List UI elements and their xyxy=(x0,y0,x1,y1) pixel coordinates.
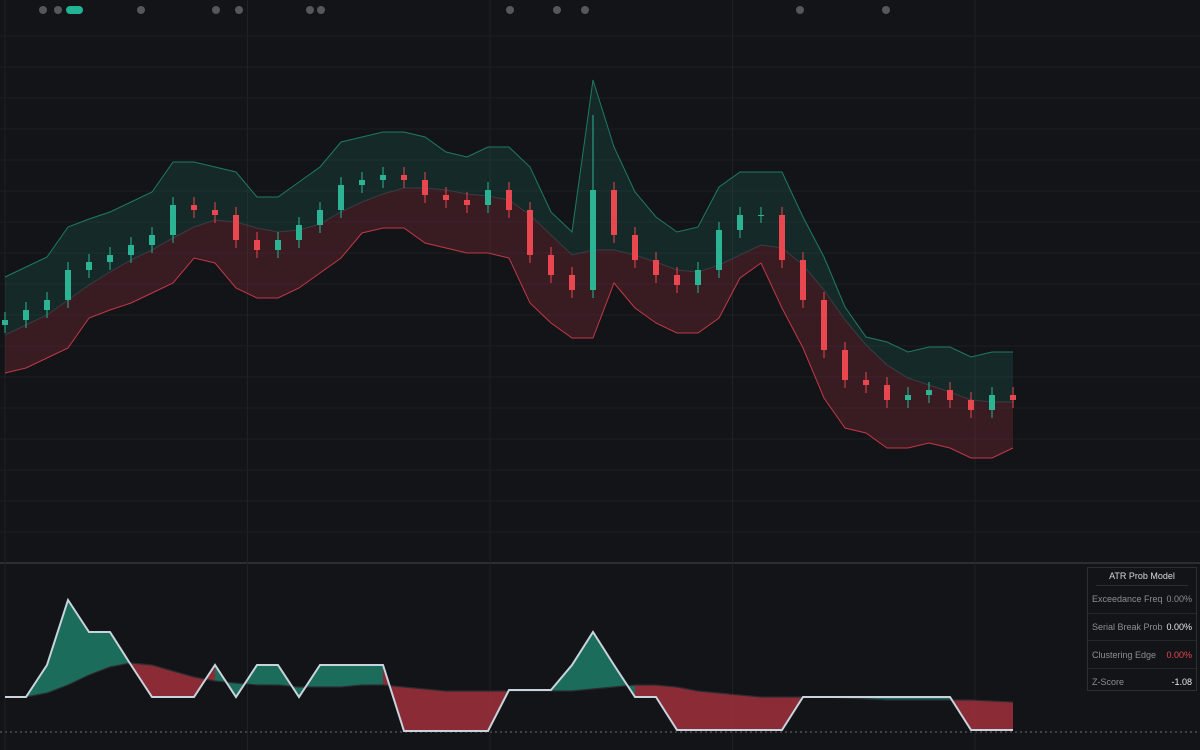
candle-body xyxy=(989,395,995,410)
candle-body xyxy=(695,270,701,285)
candle-body xyxy=(674,275,680,285)
candle-body xyxy=(800,260,806,300)
candle-body xyxy=(716,230,722,270)
row-label: Exceedance Freq xyxy=(1092,594,1163,605)
candle-body xyxy=(632,235,638,260)
candle-body xyxy=(107,255,113,262)
row-label: Clustering Edge xyxy=(1092,649,1157,660)
osc-fill xyxy=(89,632,110,675)
candle-body xyxy=(338,185,344,210)
candle-body xyxy=(947,390,953,400)
candle-body xyxy=(611,190,617,235)
candle-body xyxy=(443,195,449,200)
candle-body xyxy=(233,215,239,240)
candle-body xyxy=(380,175,386,180)
candle-body xyxy=(485,190,491,205)
osc-fill xyxy=(173,671,194,697)
table-row: Z-Score -1.08 xyxy=(1088,669,1196,696)
candle-body xyxy=(758,215,764,216)
row-value: -1.08 xyxy=(1171,677,1192,688)
candle-body xyxy=(569,275,575,290)
candle-body xyxy=(296,225,302,240)
osc-fill xyxy=(341,665,362,687)
candle-body xyxy=(422,180,428,195)
table-row: Exceedance Freq 0.00% xyxy=(1088,586,1196,614)
candle-body xyxy=(1010,395,1016,400)
osc-fill xyxy=(152,665,173,697)
candle-body xyxy=(884,385,890,400)
lower-band xyxy=(4,227,1014,459)
osc-fill xyxy=(761,697,782,730)
osc-fill xyxy=(719,693,740,730)
osc-fill xyxy=(467,691,488,731)
candle-body xyxy=(44,300,50,310)
candle-body xyxy=(275,240,281,250)
candle-body xyxy=(968,400,974,410)
candle-body xyxy=(149,235,155,245)
osc-fill xyxy=(425,689,446,731)
candle-body xyxy=(548,255,554,275)
candle-body xyxy=(65,270,71,300)
upper-band-fill xyxy=(5,80,1013,402)
osc-fill xyxy=(698,691,719,730)
table-title: ATR Prob Model xyxy=(1096,568,1188,586)
row-label: Z-Score xyxy=(1092,677,1125,688)
candle-body xyxy=(737,215,743,230)
osc-fill xyxy=(404,687,425,731)
candle-body xyxy=(863,380,869,385)
candle-body xyxy=(590,190,596,290)
candle-body xyxy=(23,310,29,320)
osc-fill xyxy=(740,695,761,730)
osc-fill xyxy=(656,685,677,730)
candle-body xyxy=(86,262,92,270)
osc-fill xyxy=(257,665,278,685)
osc-fill xyxy=(47,600,68,693)
candle-body xyxy=(779,215,785,260)
candle-body xyxy=(905,395,911,400)
candle-body xyxy=(170,205,176,235)
candle-body xyxy=(527,210,533,255)
candle-body xyxy=(842,350,848,380)
candle-body xyxy=(254,240,260,250)
candle-body xyxy=(506,190,512,210)
osc-fill xyxy=(68,600,89,685)
row-value: 0.00% xyxy=(1166,594,1192,605)
table-row: Serial Break Prob 0.00% xyxy=(1088,614,1196,642)
osc-fill xyxy=(320,665,341,687)
candle-body xyxy=(464,200,470,205)
candle-body xyxy=(317,210,323,225)
table-row: Clustering Edge 0.00% xyxy=(1088,641,1196,670)
candle-body xyxy=(821,300,827,350)
signal-line xyxy=(5,597,1013,732)
candle-body xyxy=(401,175,407,180)
candle-body xyxy=(2,320,8,325)
upper-band xyxy=(4,79,1013,358)
osc-fill xyxy=(677,687,698,730)
osc-fill xyxy=(446,691,467,731)
candle-body xyxy=(191,205,197,210)
osc-fill xyxy=(593,632,614,689)
row-label: Serial Break Prob xyxy=(1092,622,1163,633)
osc-fill xyxy=(572,632,593,691)
candle-body xyxy=(128,245,134,255)
event-markers xyxy=(39,6,890,14)
candle-body xyxy=(212,210,218,215)
row-value: 0.00% xyxy=(1166,649,1192,660)
osc-fill xyxy=(362,665,383,685)
osc-fill xyxy=(992,701,1013,730)
candle-body xyxy=(359,180,365,185)
stats-table: ATR Prob Model Exceedance Freq 0.00% Seria… xyxy=(1087,567,1197,691)
candle-body xyxy=(653,260,659,275)
osc-fill xyxy=(971,700,992,730)
candle-body xyxy=(926,390,932,395)
osc-fill xyxy=(635,685,656,697)
row-value: 0.00% xyxy=(1166,622,1192,633)
